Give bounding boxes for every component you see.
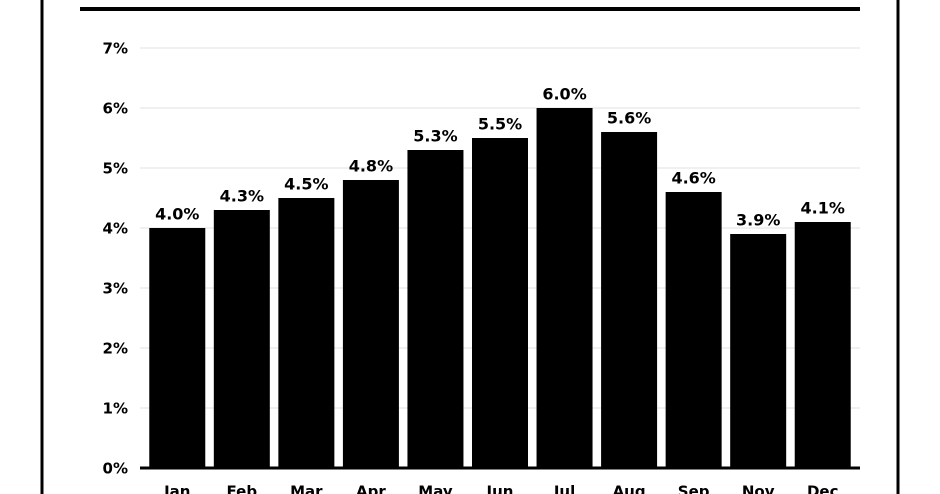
value-label: 5.3% [413,127,457,146]
y-tick-label: 4% [103,220,128,238]
y-tick-label: 3% [103,280,128,298]
value-label: 4.5% [284,175,328,194]
x-tick-label: Feb [227,483,258,494]
value-label: 5.6% [607,109,651,128]
x-tick-label: Jun [486,483,514,494]
value-label: 4.8% [349,157,393,176]
y-tick-label: 5% [103,160,128,178]
x-tick-label: May [418,483,453,494]
bar [278,198,335,468]
bar [601,132,658,468]
y-tick-label: 7% [103,40,128,58]
bar [149,228,206,468]
bar [794,222,851,468]
bar [407,150,464,468]
x-tick-label: Jan [163,483,190,494]
value-label: 4.6% [671,169,715,188]
y-tick-label: 1% [103,400,128,418]
y-tick-label: 0% [103,460,128,478]
bar [342,180,399,468]
x-tick-label: Mar [290,483,323,494]
value-label: 5.5% [478,115,522,134]
bar [213,210,270,468]
x-tick-label: Dec [807,483,839,494]
value-label: 4.3% [220,187,264,206]
x-tick-label: Aug [613,483,646,494]
bar [730,234,787,468]
value-label: 6.0% [542,85,586,104]
y-tick-label: 6% [103,100,128,118]
x-tick-label: Nov [742,483,775,494]
bar [665,192,722,468]
value-label: 3.9% [736,211,780,230]
bar [536,108,593,468]
value-label: 4.0% [155,205,199,224]
x-tick-label: Apr [356,483,386,494]
value-label: 4.1% [801,199,845,218]
y-tick-label: 2% [103,340,128,358]
bar [472,138,528,468]
x-tick-label: Jul [553,483,575,494]
x-tick-label: Sep [678,483,710,494]
